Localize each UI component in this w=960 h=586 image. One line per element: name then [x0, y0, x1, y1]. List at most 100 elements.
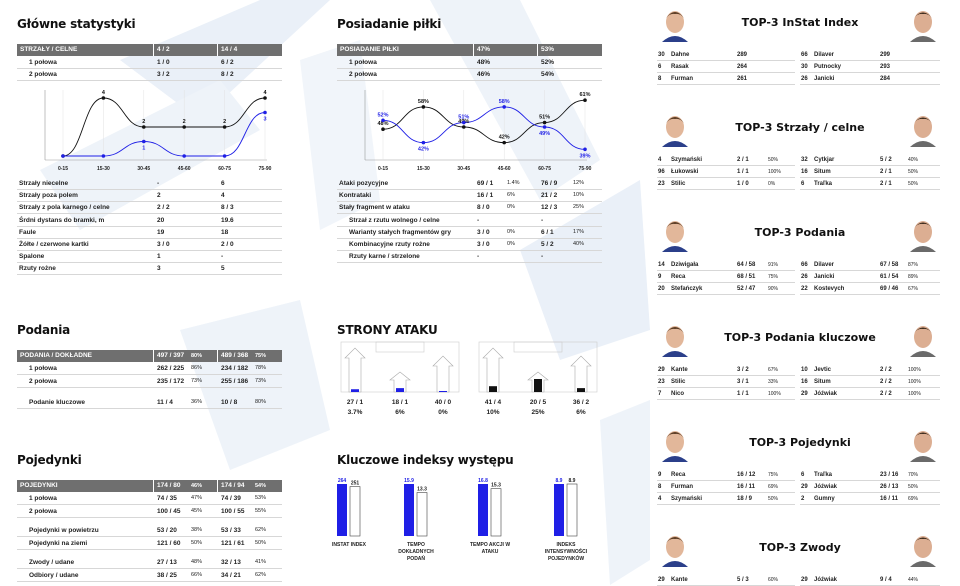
main-stat-row: Rzuty rożne 3 5 [17, 263, 282, 276]
player-name: Jóźwiak [814, 391, 838, 397]
top3-row-right: 29 Jóźwiak 2 / 2 100% [800, 389, 940, 400]
attack-value: 20 / 5 [530, 399, 547, 406]
player-name: Jóźwiak [814, 577, 838, 583]
point-label: 58% [499, 99, 510, 105]
possession-stat-row: Ataki pozycyjne 69 / 1 1.4% 76 / 9 12% [337, 178, 602, 190]
player-number: 32 [801, 157, 808, 163]
passes-row: 1 połowa 262 / 225 86% 234 / 182 78% [17, 363, 282, 375]
possession-stat-row: Rzuty karne / strzelone - - [337, 251, 602, 264]
player-number: 16 [801, 379, 808, 385]
stat-a: 3 / 0 [157, 241, 170, 248]
point [182, 125, 186, 129]
possession-stat-row: Kontrataki 16 / 1 6% 21 / 2 10% [337, 190, 602, 203]
chart-x-label: 75-90 [259, 166, 272, 172]
half-label: 2 połowa [349, 71, 377, 78]
player-number: 7 [658, 391, 662, 397]
point [142, 139, 146, 144]
player-number: 8 [658, 484, 662, 490]
row-label: 2 połowa [29, 508, 57, 515]
passes-title: Podania [17, 323, 71, 337]
player-value: 3 / 1 [737, 379, 749, 385]
stat-b: 2 / 0 [221, 241, 234, 248]
player-value: 1 / 1 [737, 169, 749, 175]
attack-value: 18 / 1 [392, 399, 409, 406]
attack-pct: 25% [531, 409, 544, 416]
half-label: 2 połowa [29, 71, 57, 78]
chart-x-label: 30-45 [457, 166, 470, 172]
main-stat-row: Strzały niecelne - 6 [17, 178, 282, 190]
player-pct: 75% [768, 472, 779, 478]
player-pct: 50% [768, 157, 779, 163]
point-label: 39% [579, 153, 590, 159]
possession-half-row: 1 połowa 48% 52% [337, 57, 602, 69]
possession-header: POSIADANIE PIŁKI 47% 53% [337, 44, 602, 56]
top3-row-left: 29 Kante 3 / 2 67% [657, 365, 795, 376]
chart-x-label: 75-90 [579, 166, 592, 172]
player-pct: 44% [908, 577, 919, 583]
duels-header-a: 174 / 80 [157, 482, 181, 489]
point [542, 125, 547, 129]
duels-header-b: 174 / 94 [221, 482, 245, 489]
shots-chart: 0-15 15-30 30-45 45-60 60-75 75-90 4 2 2 2 4 1 3 [44, 90, 272, 172]
player-name: Dilaver [814, 52, 835, 58]
top3-row-right: 22 Kostevych 69 / 46 67% [800, 284, 940, 295]
half-label: 1 połowa [29, 59, 57, 66]
index-bar-a [404, 484, 414, 536]
possession-half-row: 2 połowa 46% 54% [337, 69, 602, 81]
point-label: 2 [183, 119, 186, 125]
player-value: 264 [737, 64, 748, 70]
row-b: 53 / 33 [221, 527, 241, 534]
player-name: Reca [671, 274, 686, 280]
top3-row-right: 30 Putnocky 293 [800, 62, 940, 73]
point-label: 42% [418, 147, 429, 153]
row-a: 74 / 35 [157, 495, 177, 502]
row-ap: 45% [191, 508, 203, 514]
main-stat-row: Faule 19 18 [17, 227, 282, 239]
player-number: 23 [658, 379, 665, 385]
half-a: 48% [477, 59, 491, 66]
player-photo-right [908, 428, 938, 462]
index-bar-a [478, 484, 488, 536]
top3-row-right: 66 Dilaver 67 / 58 87% [800, 260, 940, 271]
point [222, 125, 227, 129]
player-pct: 100% [908, 379, 921, 385]
row-b: 74 / 39 [221, 495, 241, 502]
player-number: 23 [658, 181, 665, 187]
player-name: Dilaver [814, 262, 835, 268]
half-a: 1 / 0 [157, 59, 170, 66]
stat-a: - [477, 216, 480, 224]
player-name: Furman [671, 76, 694, 82]
stat-label: Rzuty karne / strzelone [349, 253, 420, 261]
passes-header-ap: 80% [191, 353, 203, 359]
row-b: 234 / 182 [221, 365, 249, 372]
player-number: 30 [658, 52, 665, 58]
player-number: 96 [658, 169, 665, 175]
player-name: Putnocky [814, 64, 842, 70]
stat-b: - [541, 216, 544, 224]
player-name: Kante [671, 367, 688, 373]
row-b: 32 / 13 [221, 559, 241, 566]
stat-b: 18 [221, 228, 229, 236]
top3-row-left: 23 Stilic 1 / 0 0% [657, 179, 795, 190]
passes-row: 2 połowa 235 / 172 73% 255 / 186 73% [17, 376, 282, 388]
top3-row-left: 30 Dahne 289 [657, 50, 795, 61]
row-bp: 78% [255, 365, 267, 371]
series-line [382, 99, 586, 144]
stat-b: 4 [221, 192, 225, 200]
player-pct: 90% [768, 286, 779, 292]
row-ap: 66% [191, 572, 203, 578]
player-value: 2 / 2 [880, 367, 892, 373]
possession-stat-row: Stały fragment w ataku 8 / 0 0% 12 / 3 25% [337, 202, 602, 215]
point-label: 48% [377, 121, 388, 127]
stat-ap: 0% [507, 204, 515, 211]
row-label: 1 połowa [29, 495, 57, 502]
player-value: 16 / 12 [737, 472, 756, 478]
stat-label: Żółte / czerwone kartki [19, 241, 89, 248]
top3-title: TOP-3 Podania kluczowe [724, 331, 876, 344]
player-number: 9 [658, 472, 662, 478]
point [381, 127, 385, 132]
passes-header-b: 489 / 368 [221, 352, 249, 359]
stat-label: Warianty stałych fragmentów gry [349, 228, 451, 236]
chart-x-label: 15-30 [417, 166, 430, 172]
row-ap: 36% [191, 399, 203, 405]
